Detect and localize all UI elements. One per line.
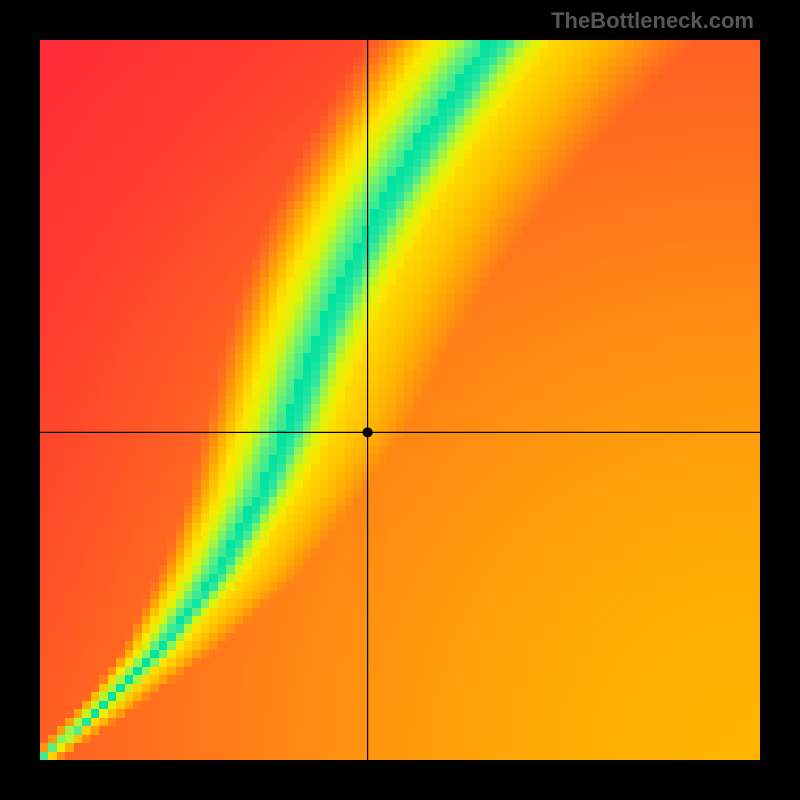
watermark-label: TheBottleneck.com (551, 8, 754, 34)
chart-stage: { "meta": { "source_label": "TheBottlene… (0, 0, 800, 800)
crosshair-overlay (0, 0, 800, 800)
